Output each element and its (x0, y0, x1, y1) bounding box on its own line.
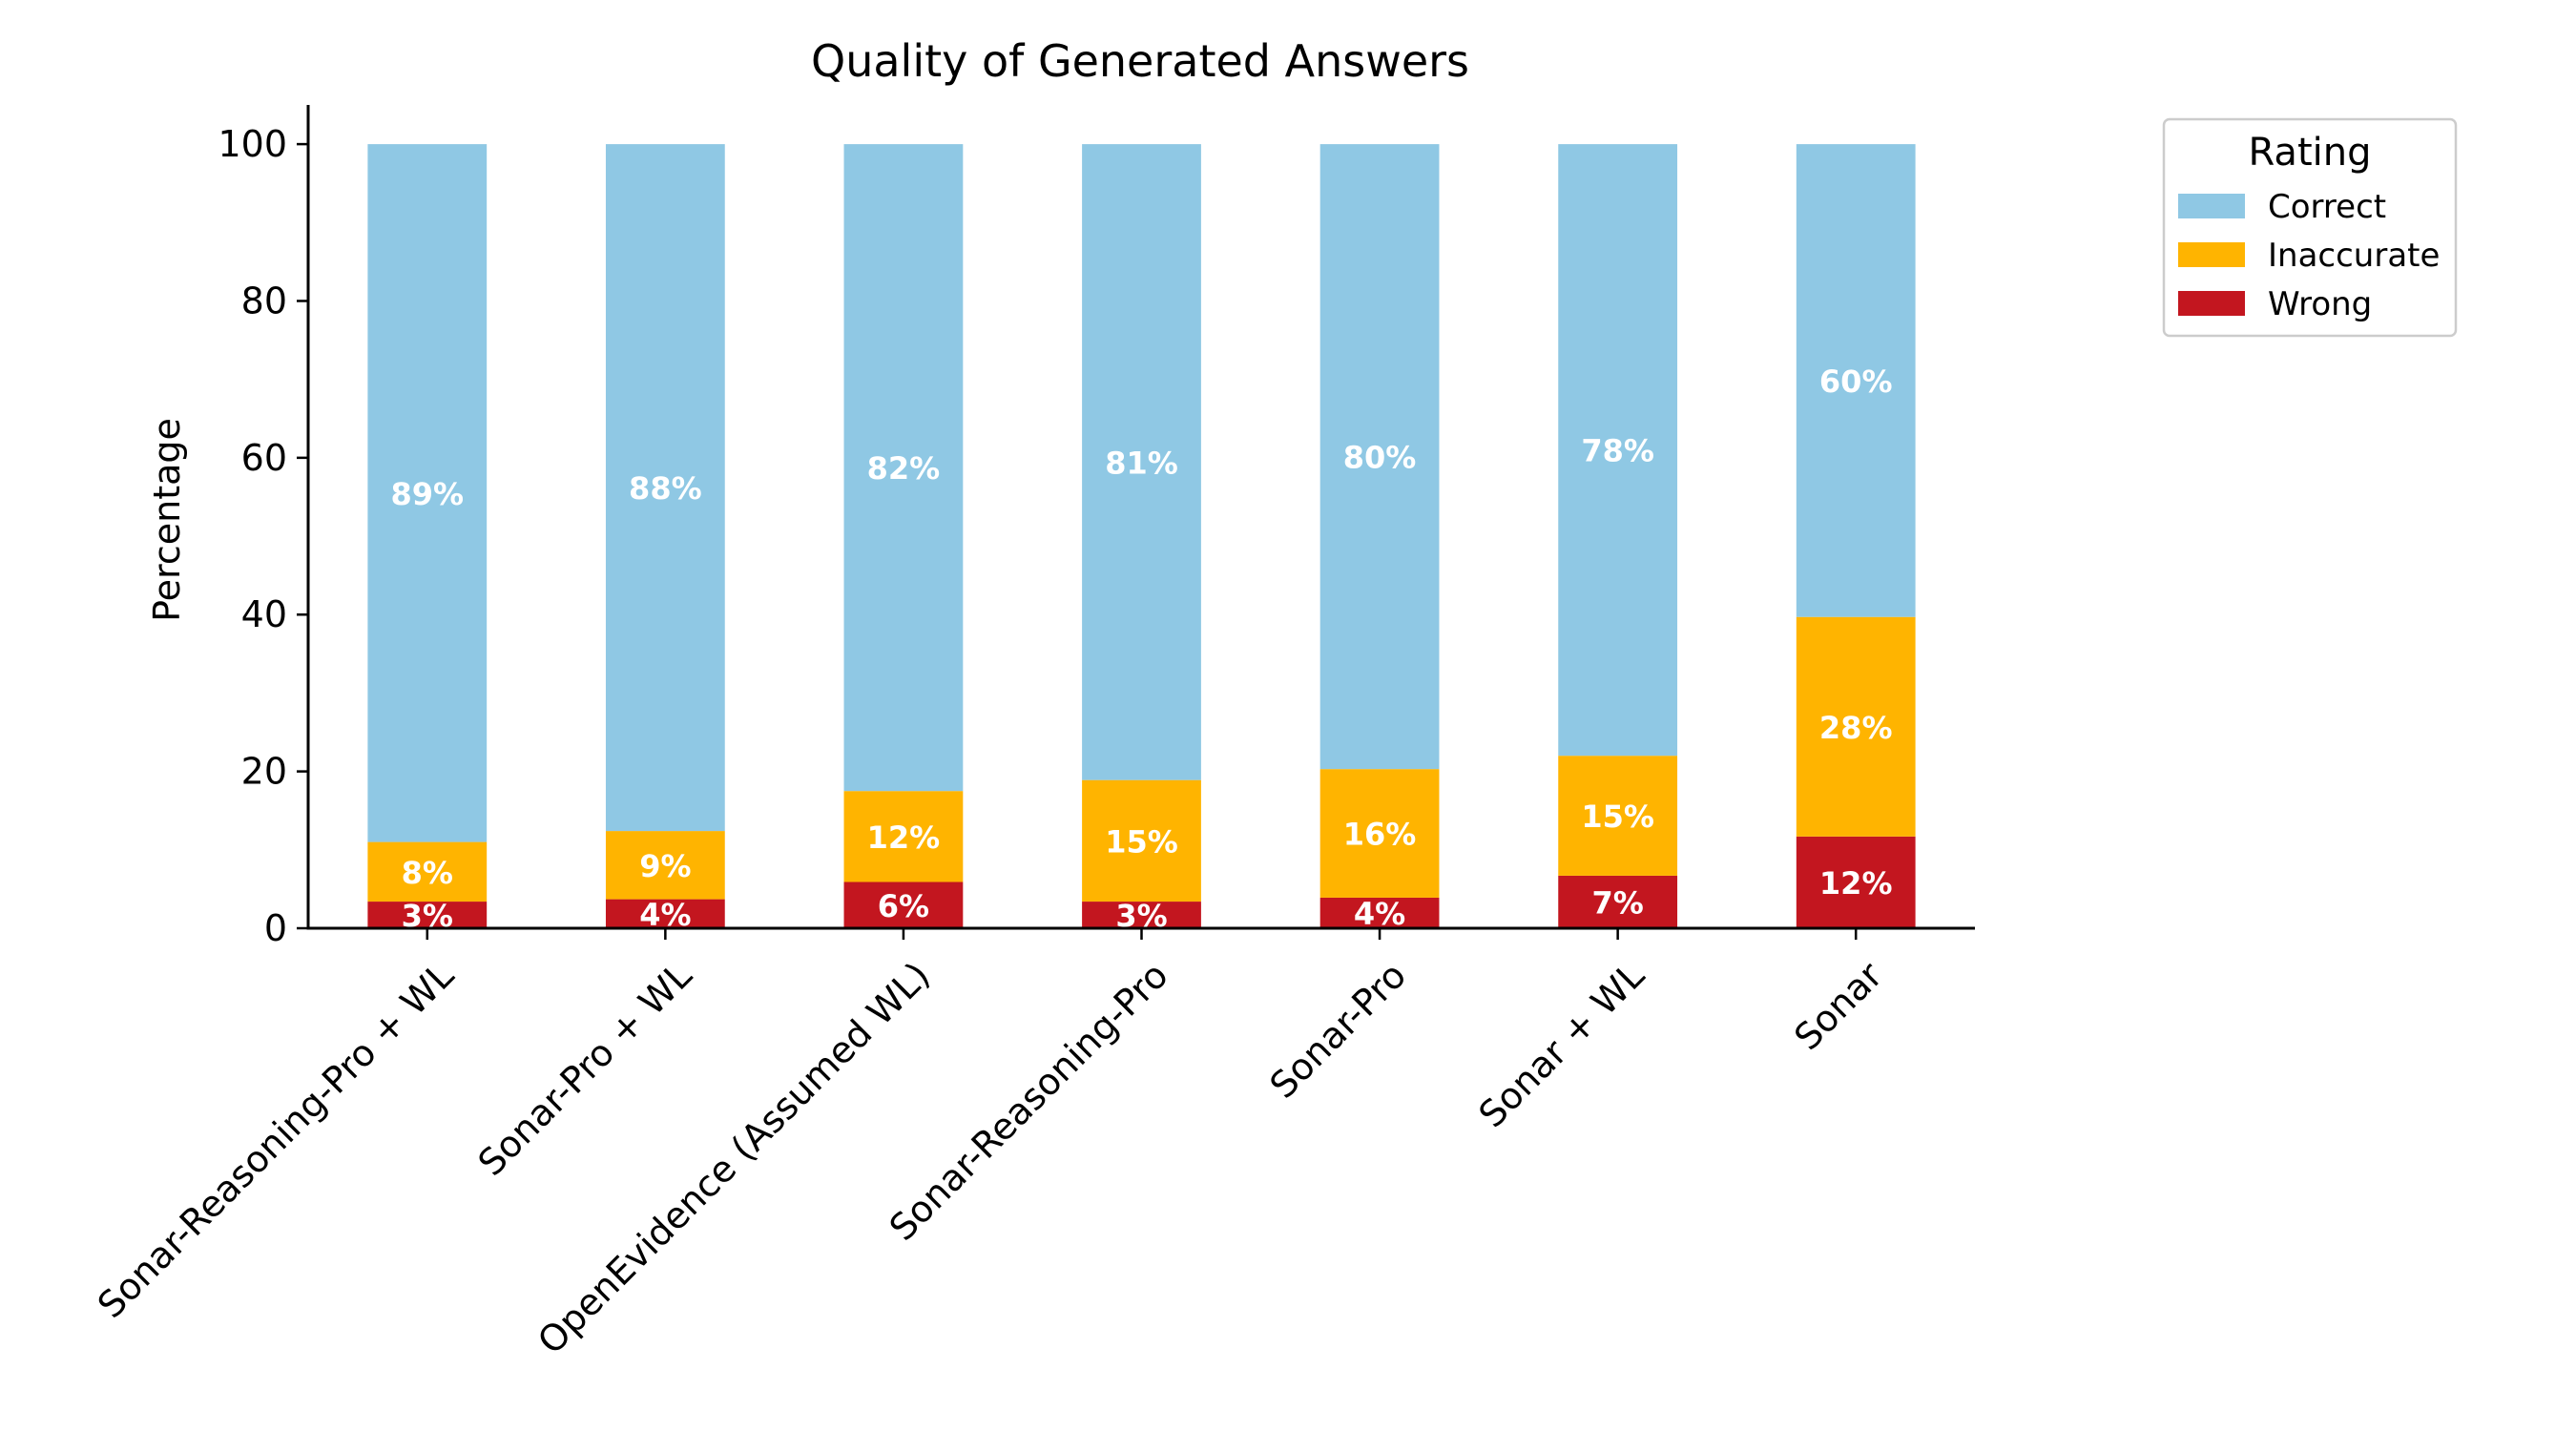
bar-label-inaccurate: 15% (1105, 823, 1178, 860)
bar-label-wrong: 6% (878, 888, 929, 924)
bar-labels-layer: 3%8%89%4%9%88%6%12%82%3%15%81%4%16%80%7%… (390, 363, 1892, 934)
bar-label-inaccurate: 8% (402, 855, 453, 891)
bar-correct (1319, 144, 1440, 770)
x-tick-label: Sonar-Reasoning-Pro + WL (90, 954, 462, 1326)
bar-inaccurate (843, 791, 964, 882)
bar-wrong (1796, 836, 1916, 928)
bar-label-correct: 81% (1105, 445, 1178, 481)
bar-wrong (1319, 897, 1440, 928)
bar-wrong (367, 902, 488, 928)
y-tick-label: 80 (241, 280, 287, 321)
bar-inaccurate (605, 831, 725, 900)
bar-label-wrong: 7% (1591, 884, 1643, 921)
x-ticks: Sonar-Reasoning-Pro + WL Sonar-Pro + WLOp… (90, 928, 1891, 1362)
y-tick-label: 100 (218, 123, 287, 165)
bar-label-inaccurate: 12% (867, 819, 941, 856)
y-tick-label: 0 (264, 907, 287, 949)
legend-label-wrong: Wrong (2268, 285, 2372, 323)
legend-swatch-correct (2178, 194, 2245, 218)
bar-correct (605, 144, 725, 832)
bar-label-correct: 88% (629, 470, 702, 507)
bar-correct (843, 144, 964, 792)
bar-label-inaccurate: 16% (1343, 817, 1417, 853)
bar-wrong (605, 899, 725, 928)
bar-label-wrong: 4% (639, 897, 691, 933)
bar-label-inaccurate: 15% (1581, 798, 1654, 835)
chart-title: Quality of Generated Answers (811, 35, 1469, 87)
bar-label-correct: 60% (1819, 363, 1893, 400)
legend-label-inaccurate: Inaccurate (2268, 237, 2440, 275)
legend-frame (2162, 117, 2458, 338)
bar-wrong (1558, 875, 1678, 928)
x-tick-label: OpenEvidence (Assumed WL) (530, 954, 938, 1362)
x-tick-label: Sonar-Pro + WL (470, 954, 700, 1184)
bar-inaccurate (1558, 756, 1678, 876)
bar-correct (1082, 144, 1201, 780)
bar-label-wrong: 4% (1354, 896, 1405, 932)
bar-correct (1796, 144, 1916, 617)
y-axis-label: Percentage (146, 418, 188, 622)
legend-title: Rating (2249, 131, 2372, 175)
legend-swatch-inaccurate (2178, 242, 2245, 267)
y-tick-label: 20 (241, 751, 287, 793)
bars-layer (367, 144, 1916, 928)
x-tick-label: Sonar-Reasoning-Pro (882, 954, 1176, 1249)
y-tick-label: 60 (241, 437, 287, 479)
legend-label-correct: Correct (2268, 188, 2386, 226)
y-ticks: 0 20 40 60 80 100 (218, 123, 308, 949)
bar-label-correct: 78% (1581, 433, 1654, 469)
bar-label-wrong: 12% (1819, 865, 1893, 902)
bar-inaccurate (1319, 769, 1440, 898)
bar-label-inaccurate: 9% (639, 848, 691, 884)
x-tick-label: Sonar + WL (1471, 954, 1652, 1135)
x-tick-label: Sonar-Pro (1261, 954, 1414, 1107)
bar-label-inaccurate: 28% (1819, 710, 1893, 746)
x-tick-label: Sonar (1786, 954, 1890, 1058)
bar-inaccurate (1796, 616, 1916, 837)
bar-wrong (843, 881, 964, 928)
legend-swatch-wrong (2178, 291, 2245, 316)
bar-label-correct: 80% (1343, 440, 1417, 476)
bar-inaccurate (367, 841, 488, 902)
legend[interactable]: Rating Correct Inaccurate Wrong (2162, 117, 2458, 338)
legend-items: Correct Inaccurate Wrong (2178, 188, 2440, 323)
bar-correct (367, 144, 488, 842)
bar-label-correct: 89% (390, 476, 464, 512)
bar-correct (1558, 144, 1678, 757)
y-tick-label: 40 (241, 593, 287, 635)
bar-inaccurate (1082, 779, 1201, 902)
bar-label-correct: 82% (867, 450, 941, 487)
bar-wrong (1082, 902, 1201, 928)
